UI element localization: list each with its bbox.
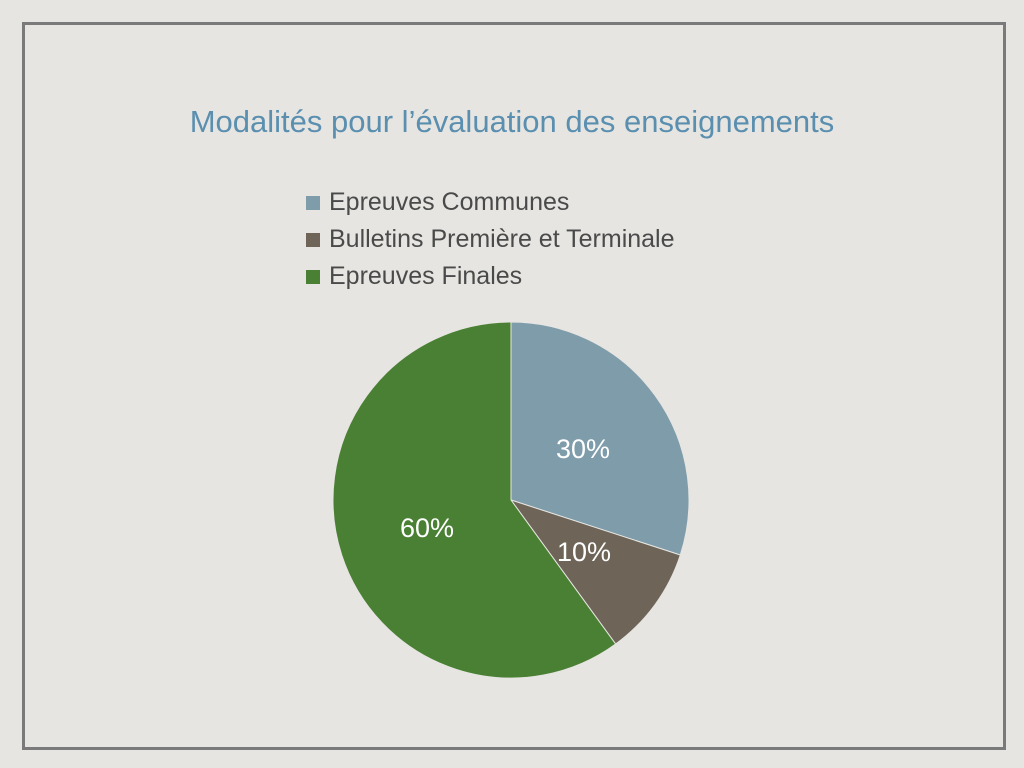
pie-labels: 30% 10% 60% (400, 434, 611, 567)
legend-label: Bulletins Première et Terminale (329, 225, 675, 253)
legend-label: Epreuves Communes (329, 188, 570, 216)
pie-slice-1 (509, 499, 681, 645)
chart-legend: Epreuves Communes Bulletins Première et … (306, 184, 675, 295)
pie-slice-label-1: 10% (557, 537, 611, 567)
pie-slice-label-0: 30% (556, 434, 610, 464)
legend-swatch (306, 269, 320, 284)
legend-swatch (306, 232, 320, 247)
legend-swatch (306, 195, 320, 210)
pie-slice-2 (332, 321, 617, 679)
pie-slice-label-2: 60% (400, 513, 454, 543)
slide-frame (22, 22, 1006, 750)
pie-slices (332, 321, 690, 679)
chart-title: Modalités pour l’évaluation des enseigne… (189, 104, 835, 139)
legend-item: Epreuves Communes (306, 184, 675, 221)
legend-item: Epreuves Finales (306, 258, 675, 295)
legend-label: Epreuves Finales (329, 262, 523, 290)
pie-slice-0 (510, 321, 690, 556)
legend-item: Bulletins Première et Terminale (306, 221, 675, 258)
